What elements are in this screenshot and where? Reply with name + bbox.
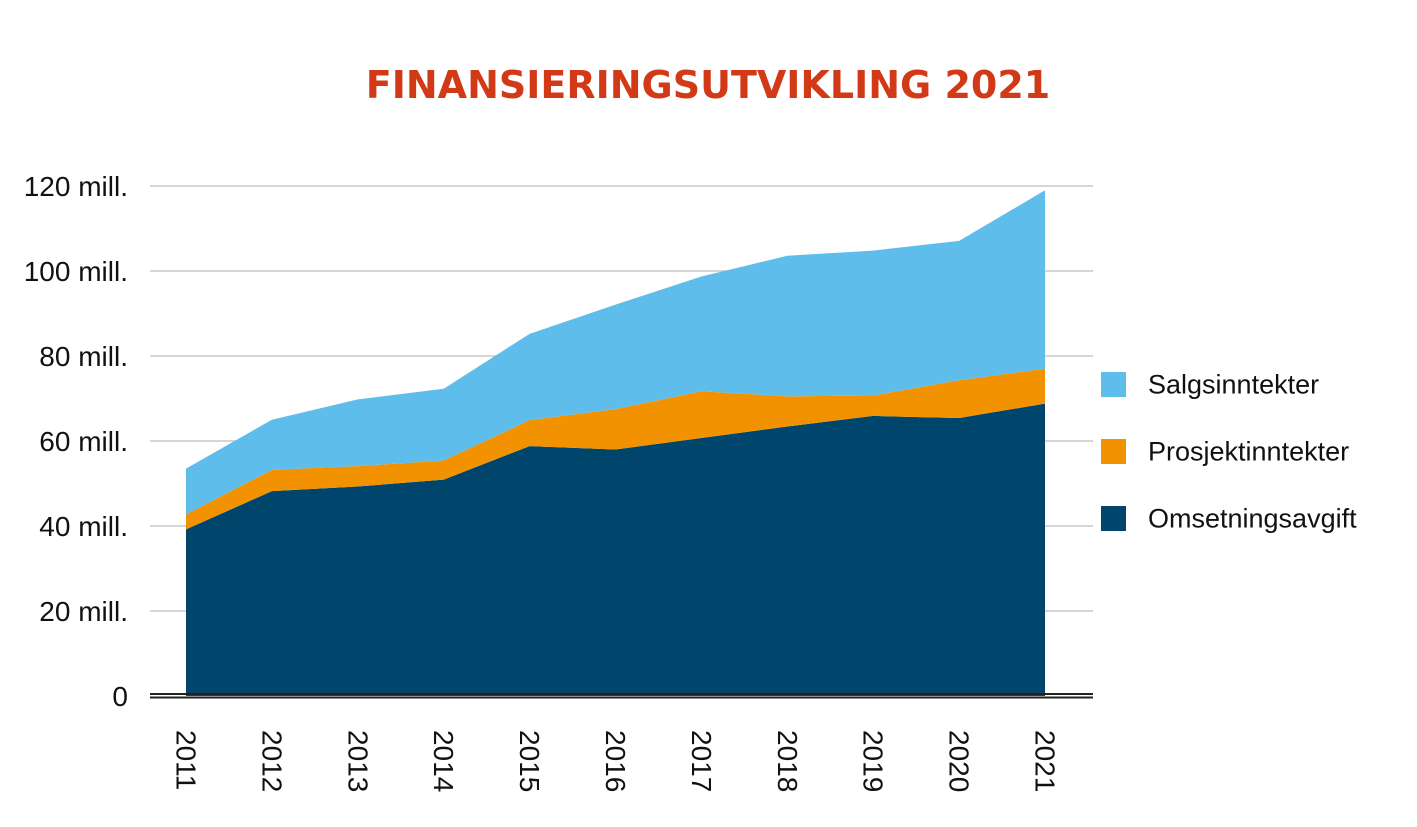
legend-label: Salgsinntekter <box>1148 370 1319 400</box>
x-tick-label: 2017 <box>686 730 717 792</box>
x-tick-label: 2021 <box>1030 730 1061 792</box>
x-tick-label: 2016 <box>600 730 631 792</box>
x-axis-tick-labels: 2011 2012 2013 2014 2015 2016 2017 2018 2019 2020… <box>171 730 1061 792</box>
legend-label: Prosjektinntekter <box>1148 437 1349 467</box>
y-axis-tick-labels: 0 20 mill. 40 mill. 60 mill. 80 mill. 100 mil… <box>24 171 128 712</box>
area-series-omsetningsavgift <box>186 403 1045 696</box>
legend-item-salgsinntekter: Salgsinntekter <box>1101 370 1319 400</box>
legend-swatch <box>1101 506 1126 531</box>
legend-swatch <box>1101 372 1126 397</box>
x-tick-label: 2015 <box>514 730 545 792</box>
y-tick-label: 40 mill. <box>39 511 128 542</box>
legend-label: Omsetningsavgift <box>1148 504 1357 534</box>
x-axis-baseline <box>150 693 1093 699</box>
y-tick-label: 60 mill. <box>39 426 128 457</box>
y-tick-label: 100 mill. <box>24 256 128 287</box>
x-tick-label: 2014 <box>428 730 459 792</box>
x-tick-label: 2018 <box>772 730 803 792</box>
stacked-areas <box>186 190 1045 696</box>
x-tick-label: 2019 <box>858 730 889 792</box>
x-tick-label: 2011 <box>171 730 202 790</box>
chart-title: FINANSIERINGSUTVIKLING 2021 <box>366 63 1050 107</box>
x-tick-label: 2020 <box>944 730 975 792</box>
legend-swatch <box>1101 439 1126 464</box>
y-tick-label: 20 mill. <box>39 596 128 627</box>
y-tick-label: 80 mill. <box>39 341 128 372</box>
legend: Salgsinntekter Prosjektinntekter Omsetning… <box>1101 370 1357 534</box>
legend-item-omsetningsavgift: Omsetningsavgift <box>1101 504 1357 534</box>
x-tick-label: 2012 <box>256 730 287 792</box>
x-tick-label: 2013 <box>342 730 373 792</box>
legend-item-prosjektinntekter: Prosjektinntekter <box>1101 437 1349 467</box>
y-tick-label: 120 mill. <box>24 171 128 202</box>
area-series-salgsinntekter <box>186 190 1045 515</box>
y-tick-label: 0 <box>112 681 128 712</box>
area-series-prosjektinntekter <box>186 368 1045 530</box>
